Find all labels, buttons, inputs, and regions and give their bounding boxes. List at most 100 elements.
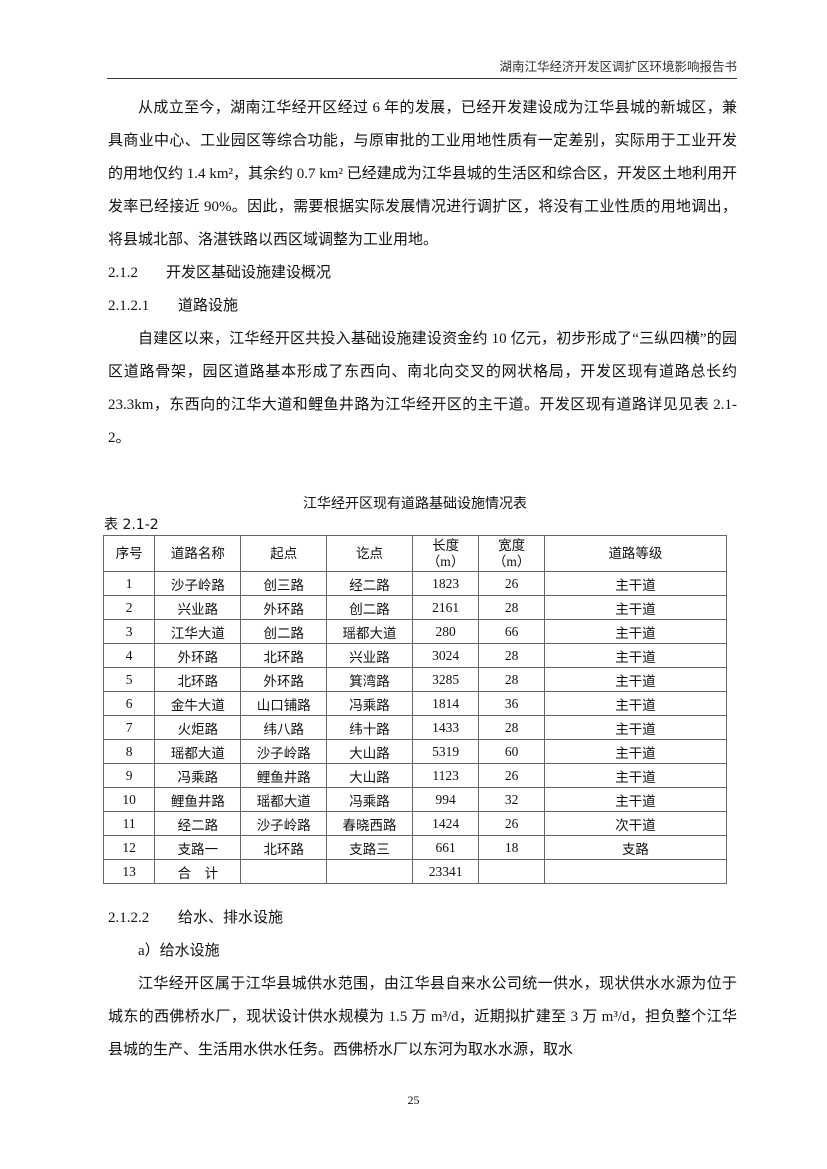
column-header-label: 道路名称 [170,545,225,561]
header-title: 湖南江华经济开发区调扩区环境影响报告书 [499,60,737,74]
table-cell: 沙子岭路 [240,811,328,836]
table-cell: 主干道 [543,787,728,812]
table-cell: 主干道 [543,595,728,620]
table-cell: 火炬路 [154,715,242,740]
body-text: 从成立至今，湖南江华经开区经过 6 年的发展，已经开发建设成为江华县城的新城区，… [108,92,737,455]
table-cell: 冯乘路 [154,763,242,788]
table-cell: 冯乘路 [326,787,413,812]
column-header: 道路名称 [154,535,242,572]
table-cell: 山口铺路 [240,691,328,716]
table-cell: 瑶都大道 [240,787,328,812]
table-cell: 外环路 [240,667,328,692]
table-cell: 主干道 [543,571,728,596]
table-row: 2 兴业路 外环路 创二路 2161 28 主干道 [102,595,728,620]
table-cell: 1823 [411,571,480,596]
table-cell: 纬八路 [240,715,328,740]
table-cell: 支路三 [326,835,413,860]
table-cell: 北环路 [240,643,328,668]
table-row: 12 支路一 北环路 支路三 661 18 支路 [102,835,728,860]
table-cell: 瑶都大道 [326,619,413,644]
table-cell: 主干道 [543,739,728,764]
table-header-row: 序号 道路名称 起点 讫点 长度（m） 宽度（m） 道路等级 [102,535,728,572]
table-cell: 创二路 [240,619,328,644]
table-cell: 主干道 [543,643,728,668]
table-cell: 6 [102,691,156,716]
table-cell: 主干道 [543,715,728,740]
table-cell: 沙子岭路 [154,571,242,596]
table-cell: 大山路 [326,739,413,764]
table-cell: 北环路 [154,667,242,692]
table-cell: 28 [478,595,545,620]
table-cell: 36 [478,691,545,716]
table-cell: 5 [102,667,156,692]
table-cell: 1 [102,571,156,596]
table-cell: 26 [478,763,545,788]
table-cell: 2161 [411,595,480,620]
table-cell: 994 [411,787,480,812]
column-header-label: 序号 [115,545,143,561]
column-header: 宽度（m） [478,535,545,572]
table-cell: 纬十路 [326,715,413,740]
section-number: 2.1.2 [108,265,138,281]
table-cell: 60 [478,739,545,764]
column-header-label: 宽度（m） [492,537,531,569]
table-cell: 支路 [543,835,728,860]
table-row: 4 外环路 北环路 兴业路 3024 28 主干道 [102,643,728,668]
column-header-label: 起点 [270,545,298,561]
column-header: 长度（m） [411,535,480,572]
table-cell: 2 [102,595,156,620]
table-cell: 合 计 [154,859,242,884]
table-cell [543,859,728,884]
table-cell: 江华大道 [154,619,242,644]
table-row: 7 火炬路 纬八路 纬十路 1433 28 主干道 [102,715,728,740]
table-cell [240,859,328,884]
table-cell [478,859,545,884]
table-cell: 创三路 [240,571,328,596]
column-header: 讫点 [326,535,413,572]
table-row: 5 北环路 外环路 箕湾路 3285 28 主干道 [102,667,728,692]
section-title: 给水、排水设施 [178,910,284,926]
table-cell: 3 [102,619,156,644]
table-row: 10 鲤鱼井路 瑶都大道 冯乘路 994 32 主干道 [102,787,728,812]
table-cell: 26 [478,811,545,836]
table-row: 3 江华大道 创二路 瑶都大道 280 66 主干道 [102,619,728,644]
table-cell: 大山路 [326,763,413,788]
table-cell: 冯乘路 [326,691,413,716]
table-cell: 661 [411,835,480,860]
table-cell: 支路一 [154,835,242,860]
paragraph-roads: 自建区以来，江华经开区共投入基础设施建设资金约 10 亿元，初步形成了“三纵四横… [108,331,737,446]
table-row: 6 金牛大道 山口铺路 冯乘路 1814 36 主干道 [102,691,728,716]
table-cell: 28 [478,715,545,740]
roads-table: 序号 道路名称 起点 讫点 长度（m） 宽度（m） 道路等级 1 沙子岭路 创三路 经二路 1823… [102,535,728,884]
table-cell: 1433 [411,715,480,740]
table-cell: 11 [102,811,156,836]
table-cell: 经二路 [326,571,413,596]
table-cell: 北环路 [240,835,328,860]
table-cell: 280 [411,619,480,644]
section-heading-2-1-2-2: 2.1.2.2 给水、排水设施 [108,902,737,935]
paragraph-development: 从成立至今，湖南江华经开区经过 6 年的发展，已经开发建设成为江华县城的新城区，… [108,100,737,248]
table-cell: 金牛大道 [154,691,242,716]
paragraph-water-supply: 江华经开区属于江华县城供水范围，由江华县自来水公司统一供水，现状供水水源为位于城… [108,976,737,1058]
table-cell: 1814 [411,691,480,716]
column-header: 道路等级 [543,535,728,572]
table-cell: 瑶都大道 [154,739,242,764]
table-row: 8 瑶都大道 沙子岭路 大山路 5319 60 主干道 [102,739,728,764]
table-caption: 江华经开区现有道路基础设施情况表 [303,496,527,512]
table-cell: 3285 [411,667,480,692]
table-cell: 兴业路 [326,643,413,668]
table-cell: 主干道 [543,667,728,692]
page-number: 25 [407,1093,420,1107]
table-cell: 9 [102,763,156,788]
table-cell: 12 [102,835,156,860]
table-cell: 春晓西路 [326,811,413,836]
section-number: 2.1.2.1 [108,298,150,314]
table-cell: 鲤鱼井路 [240,763,328,788]
table-cell [326,859,413,884]
table-cell: 10 [102,787,156,812]
table-cell: 18 [478,835,545,860]
table-label: 表 2.1-2 [104,517,159,533]
table-cell: 1123 [411,763,480,788]
table-cell: 5319 [411,739,480,764]
section-number: 2.1.2.2 [108,910,150,926]
